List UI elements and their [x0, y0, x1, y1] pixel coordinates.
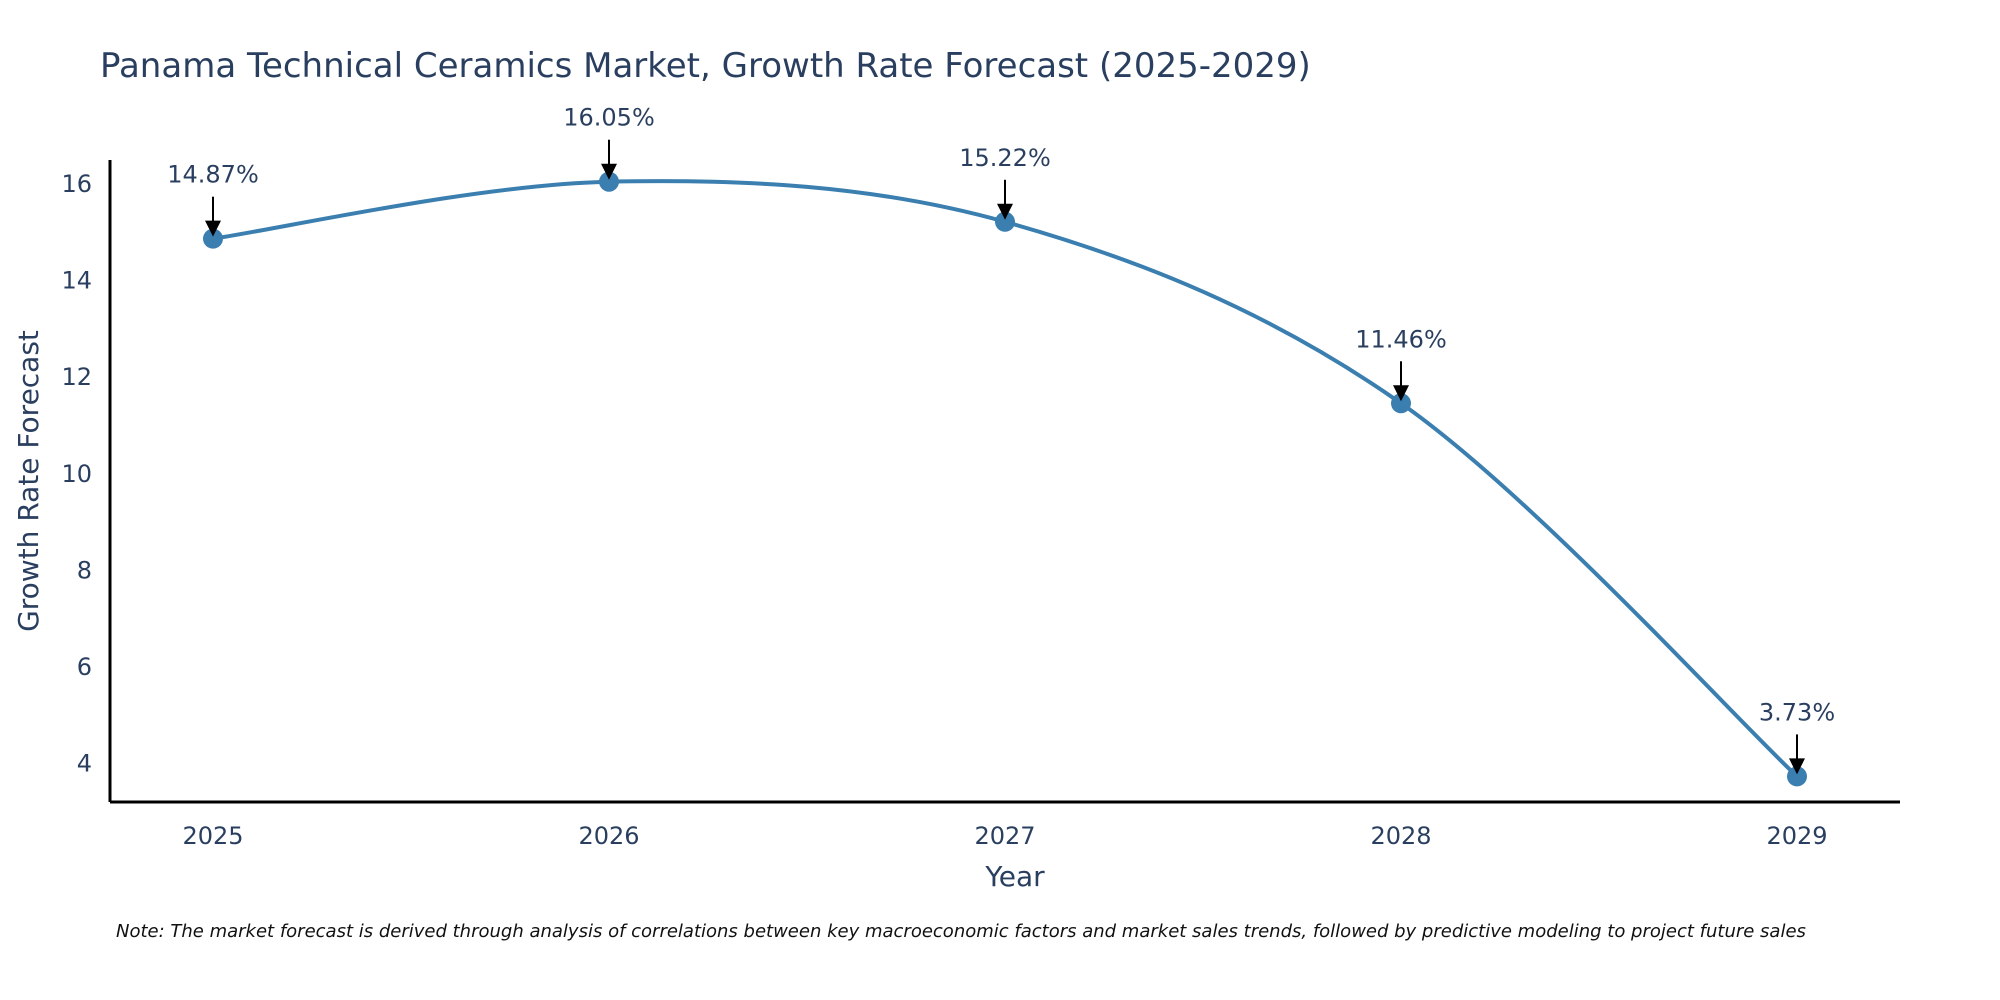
data-point-2029: [1787, 766, 1807, 787]
footnote: Note: The market forecast is derived thr…: [116, 921, 1806, 942]
data-point-2025: [203, 228, 223, 249]
x-axis-label: Year: [984, 860, 1045, 893]
data-label: 14.87%: [167, 161, 259, 189]
chart-title: Panama Technical Ceramics Market, Growth…: [100, 46, 1311, 86]
annotations-group: 14.87% 16.05% 15.22% 11.46% 3.73%: [167, 104, 1835, 775]
annotation-arrow-head: [1789, 758, 1805, 775]
markers-group: [203, 171, 1807, 787]
y-axis-label: Growth Rate Forecast: [12, 330, 45, 632]
x-tick-label: 2028: [1370, 822, 1431, 850]
data-label: 3.73%: [1759, 698, 1835, 726]
y-tick-label: 6: [77, 653, 92, 681]
x-tick-label: 2026: [578, 822, 639, 850]
data-label: 11.46%: [1355, 325, 1447, 353]
axes: 4 6 8 10 12 14 16 2025 2026 2027 2028 2029 Year Growt…: [12, 160, 1900, 893]
data-label: 16.05%: [563, 104, 655, 132]
annotation-arrow-head: [997, 203, 1013, 220]
y-tick-label: 16: [61, 170, 92, 198]
y-tick-label: 12: [61, 363, 92, 391]
y-tick-label: 14: [61, 267, 92, 295]
annotation-arrow-head: [205, 220, 221, 237]
data-point-2026: [599, 171, 619, 192]
data-label: 15.22%: [959, 144, 1051, 172]
x-tick-label: 2027: [974, 822, 1035, 850]
y-tick-label: 8: [77, 556, 92, 584]
y-tick-label: 10: [61, 460, 92, 488]
series-line-group: [212, 179, 1799, 778]
x-tick-label: 2025: [182, 822, 243, 850]
data-point-2027: [995, 211, 1015, 232]
y-tick-label: 4: [77, 749, 92, 777]
data-point-2028: [1391, 393, 1411, 414]
x-tick-label: 2029: [1766, 822, 1827, 850]
annotation-arrow-head: [1393, 385, 1409, 402]
annotation-arrow-head: [601, 163, 617, 180]
series-line: [212, 179, 1799, 778]
